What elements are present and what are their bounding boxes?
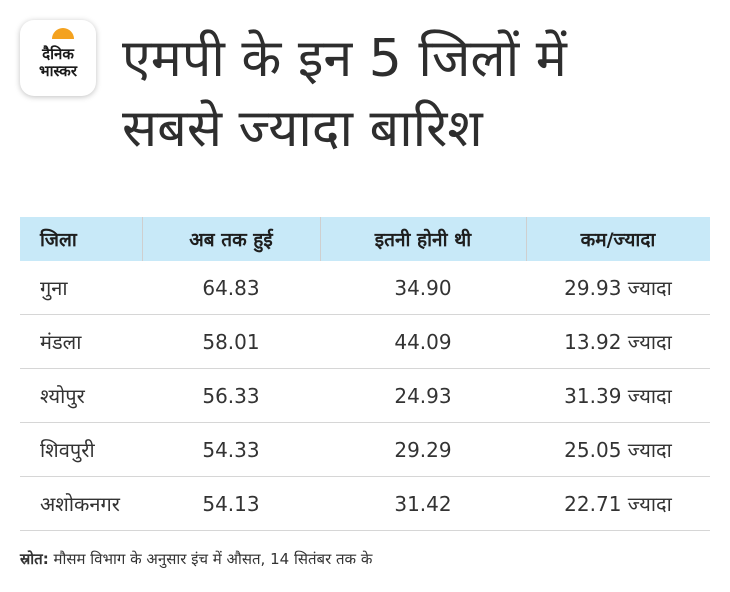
table-row: श्योपुर 56.33 24.93 31.39 ज्यादा [20,369,710,423]
district-cell: अशोकनगर [40,492,120,516]
column-divider [526,217,527,261]
district-cell: श्योपुर [40,384,85,408]
table-row: मंडला 58.01 44.09 13.92 ज्यादा [20,315,710,369]
rainfall-table: जिला अब तक हुई इतनी होनी थी कम/ज्यादा गु… [20,217,710,531]
header-expected: इतनी होनी थी [374,229,472,251]
expected-cell: 29.29 [394,437,452,462]
source-text: मौसम विभाग के अनुसार इंच में औसत, 14 सित… [53,550,373,568]
received-cell: 64.83 [202,275,260,300]
logo-line-2: भास्कर [39,62,77,80]
expected-cell: 31.42 [394,491,452,516]
dainik-bhaskar-logo: दैनिक भास्कर [20,20,96,96]
header-difference: कम/ज्यादा [580,229,656,251]
expected-cell: 24.93 [394,383,452,408]
received-cell: 54.13 [202,491,260,516]
difference-cell: 31.39 ज्यादा [564,384,672,408]
district-cell: मंडला [40,330,82,354]
table-row: शिवपुरी 54.33 29.29 25.05 ज्यादा [20,423,710,477]
difference-cell: 13.92 ज्यादा [564,330,672,354]
received-cell: 54.33 [202,437,260,462]
header-district: जिला [40,229,77,251]
sun-icon [52,28,74,39]
difference-cell: 22.71 ज्यादा [564,492,672,516]
page-title: एमपी के इन 5 जिलों में सबसे ज्यादा बारिश [122,24,712,164]
expected-cell: 34.90 [394,275,452,300]
difference-cell: 25.05 ज्यादा [564,438,672,462]
district-cell: शिवपुरी [40,438,95,462]
source-note: स्रोत: मौसम विभाग के अनुसार इंच में औसत,… [20,549,372,569]
received-cell: 58.01 [202,329,260,354]
header-received: अब तक हुई [189,229,273,251]
difference-cell: 29.93 ज्यादा [564,276,672,300]
title-line-2: सबसे ज्यादा बारिश [122,99,483,159]
received-cell: 56.33 [202,383,260,408]
table-header: जिला अब तक हुई इतनी होनी थी कम/ज्यादा [20,217,710,261]
table-row: अशोकनगर 54.13 31.42 22.71 ज्यादा [20,477,710,531]
expected-cell: 44.09 [394,329,452,354]
logo-line-1: दैनिक [42,45,74,63]
column-divider [320,217,321,261]
source-label: स्रोत: [20,550,49,568]
district-cell: गुना [40,276,68,300]
column-divider [142,217,143,261]
title-line-1: एमपी के इन 5 जिलों में [122,29,567,89]
table-row: गुना 64.83 34.90 29.93 ज्यादा [20,261,710,315]
